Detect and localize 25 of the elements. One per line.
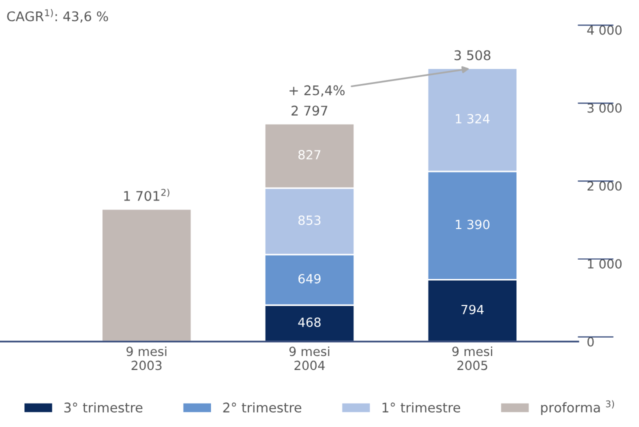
x-tick-label: 9 mesi 2003: [126, 346, 166, 370]
y-tick-label: 1 000: [588, 259, 622, 269]
x-tick-label: 9 mesi 2004: [289, 346, 330, 370]
y-tick-label: 2 000: [588, 181, 622, 191]
y-tick-label: 3 000: [588, 103, 622, 113]
legend-label: 3° trimestre: [64, 402, 142, 413]
legend-label: proforma $^{3)}$: [541, 400, 614, 416]
annotation: + 25,4%: [290, 85, 345, 97]
data-label: 794: [462, 304, 484, 314]
y-tick-label: 0: [587, 337, 594, 347]
x-tick-label: 9 mesi 2005: [452, 346, 492, 370]
data-label: 1 324: [456, 114, 490, 124]
total-label: 2 797: [292, 106, 328, 116]
legend-label: 1° trimestre: [382, 402, 460, 413]
y-tick-label: 4 000: [587, 25, 622, 35]
text: CAGR$^{1)}$: 43,6 %: [7, 9, 108, 23]
data-label: 468: [298, 318, 321, 327]
data-label: 1 390: [456, 220, 490, 230]
bar: [101, 208, 192, 342]
total-label: 1 701$^{2)}$: [124, 188, 170, 201]
data-label: 853: [298, 215, 320, 225]
legend-label: 2° trimestre: [223, 402, 302, 413]
data-label: 649: [298, 274, 321, 284]
total-label: 3 508: [454, 50, 490, 60]
data-label: 827: [298, 150, 320, 160]
